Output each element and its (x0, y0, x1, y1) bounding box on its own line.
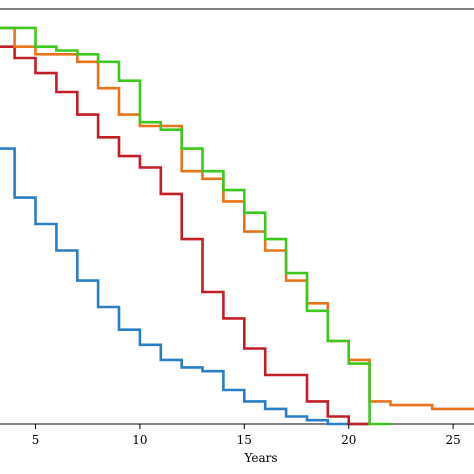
series-layer (0, 26, 474, 426)
x-axis-title: Years (243, 451, 277, 465)
x-tick-label-25: 25 (445, 433, 460, 447)
x-tick-label-20: 20 (341, 433, 356, 447)
x-tick-label-10: 10 (132, 433, 147, 447)
series-line-4 (0, 26, 391, 426)
x-tick-label-15: 15 (237, 433, 252, 447)
series-line-1 (0, 147, 370, 426)
series-line-3 (0, 26, 474, 411)
x-tick-label-5: 5 (32, 433, 40, 447)
x-ticks: 5 10 15 20 25 (32, 424, 461, 447)
plot-frame (0, 8, 474, 425)
series-line-2 (0, 45, 370, 426)
